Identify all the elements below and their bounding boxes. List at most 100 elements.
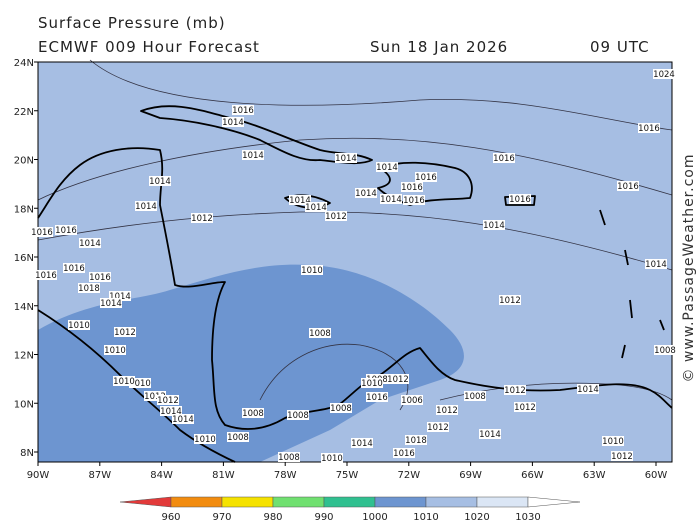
contour-label: 1010 — [68, 321, 90, 331]
contour-label-bg — [514, 402, 536, 412]
lon-label: 87W — [88, 470, 111, 481]
colorbar-label: 970 — [212, 512, 231, 523]
contour-label: 1014 — [222, 118, 244, 128]
contour-label-bg — [287, 410, 309, 420]
contour-label-bg — [222, 117, 244, 127]
contour-label-bg — [227, 432, 249, 442]
contour-label-bg — [104, 345, 126, 355]
contour-label: 1016 — [393, 449, 415, 459]
contour-label: 1014 — [376, 163, 398, 173]
map-frame — [37, 61, 673, 463]
isobar — [89, 59, 673, 131]
contour-label: 1016 — [366, 393, 388, 403]
contour-label: 1008 — [309, 329, 331, 339]
contour-label: 1012 — [191, 214, 213, 224]
contour-label: 1014 — [645, 260, 667, 270]
colorbar-label: 1000 — [362, 512, 387, 523]
contour-label-bg — [232, 105, 254, 115]
colorbar-swatch — [272, 496, 325, 508]
contour-label-bg — [301, 265, 323, 275]
contour-label-bg — [393, 448, 415, 458]
contour-label: 1014 — [335, 154, 357, 164]
contour-label: 1016 — [401, 183, 423, 193]
contour-label: 1014 — [355, 189, 377, 199]
contour-label: 1008 — [227, 433, 249, 443]
contour-label-bg — [401, 395, 423, 405]
contour-label: 1010 — [113, 377, 135, 387]
contour-label: 1006 — [401, 396, 423, 406]
contour-label-bg — [135, 201, 157, 211]
contour-label: 1014 — [289, 196, 311, 206]
contour-label-bg — [415, 172, 437, 182]
contour-label: 1016 — [617, 182, 639, 192]
contour-label: 1008 — [287, 411, 309, 421]
contour-label-bg — [68, 320, 90, 330]
contour-label: 1016 — [35, 271, 57, 281]
colorbar-label: 960 — [161, 512, 180, 523]
contour-label: 1016 — [31, 228, 53, 238]
colorbar-label: 980 — [263, 512, 282, 523]
contour-label-bg — [479, 429, 501, 439]
contour-label-bg — [242, 150, 264, 160]
contour-label: 1008 — [330, 404, 352, 414]
contour-label-bg — [611, 451, 633, 461]
colorbar-swatch — [170, 496, 223, 508]
contour-label: 1014 — [479, 430, 501, 440]
contour-label-bg — [645, 259, 667, 269]
title: Surface Pressure (mb) — [38, 14, 226, 32]
contour-label-bg — [289, 195, 311, 205]
coast-pacific — [37, 309, 236, 463]
date: Sun 18 Jan 2026 — [370, 38, 508, 56]
contour-label-bg — [194, 434, 216, 444]
contour-label-bg — [376, 162, 398, 172]
time: 09 UTC — [590, 38, 650, 56]
colorbar-swatch — [425, 496, 478, 508]
colorbar-swatch — [476, 496, 529, 508]
contour-label-bg — [499, 295, 521, 305]
contour-label: 1016 — [509, 195, 531, 205]
contour-label-bg — [89, 272, 111, 282]
contour-label-bg — [355, 188, 377, 198]
lon-label: 72W — [397, 470, 420, 481]
contour-label: 1014 — [160, 407, 182, 417]
colorbar-label: 1020 — [464, 512, 489, 523]
contour-label-bg — [351, 438, 373, 448]
contour-label-bg — [602, 436, 624, 446]
lat-label: 24N — [14, 58, 34, 69]
contour-label: 1012 — [427, 423, 449, 433]
contour-label-bg — [325, 211, 347, 221]
contour-label-bg — [242, 408, 264, 418]
contour-label: 1012 — [157, 396, 179, 406]
lon-label: 60W — [645, 470, 668, 481]
contour-label-bg — [366, 392, 388, 402]
colorbar-swatch — [221, 496, 274, 508]
contour-label: 1016 — [403, 196, 425, 206]
contour-label-bg — [654, 345, 676, 355]
lon-label: 90W — [27, 470, 50, 481]
colorbar — [119, 496, 581, 508]
colorbar-swatch — [323, 496, 376, 508]
contour-label-bg — [113, 376, 135, 386]
lon-label: 69W — [459, 470, 482, 481]
contour-label-bg — [464, 391, 486, 401]
contour-label: 1010 — [361, 379, 383, 389]
contour-label: 1018 — [78, 284, 100, 294]
contour-label: 1010 — [602, 437, 624, 447]
contour-label-bg — [157, 395, 179, 405]
contour-label: 1014 — [351, 439, 373, 449]
contour-label: 1008 — [654, 346, 676, 356]
contour-label-bg — [401, 182, 423, 192]
contour-label-bg — [79, 238, 101, 248]
contour-label: 1014 — [305, 203, 327, 213]
low-pressure-area — [38, 264, 464, 462]
contour-label: 1012 — [387, 375, 409, 385]
contour-label-bg — [403, 195, 425, 205]
coast-hispaniola — [377, 161, 473, 206]
colorbar-swatch — [374, 496, 427, 508]
colorbar-swatch — [527, 496, 581, 508]
contour-label-bg — [100, 298, 122, 308]
contour-label-bg — [305, 202, 327, 212]
contour-label: 1012 — [114, 328, 136, 338]
coast-lesser-antilles — [599, 209, 665, 359]
